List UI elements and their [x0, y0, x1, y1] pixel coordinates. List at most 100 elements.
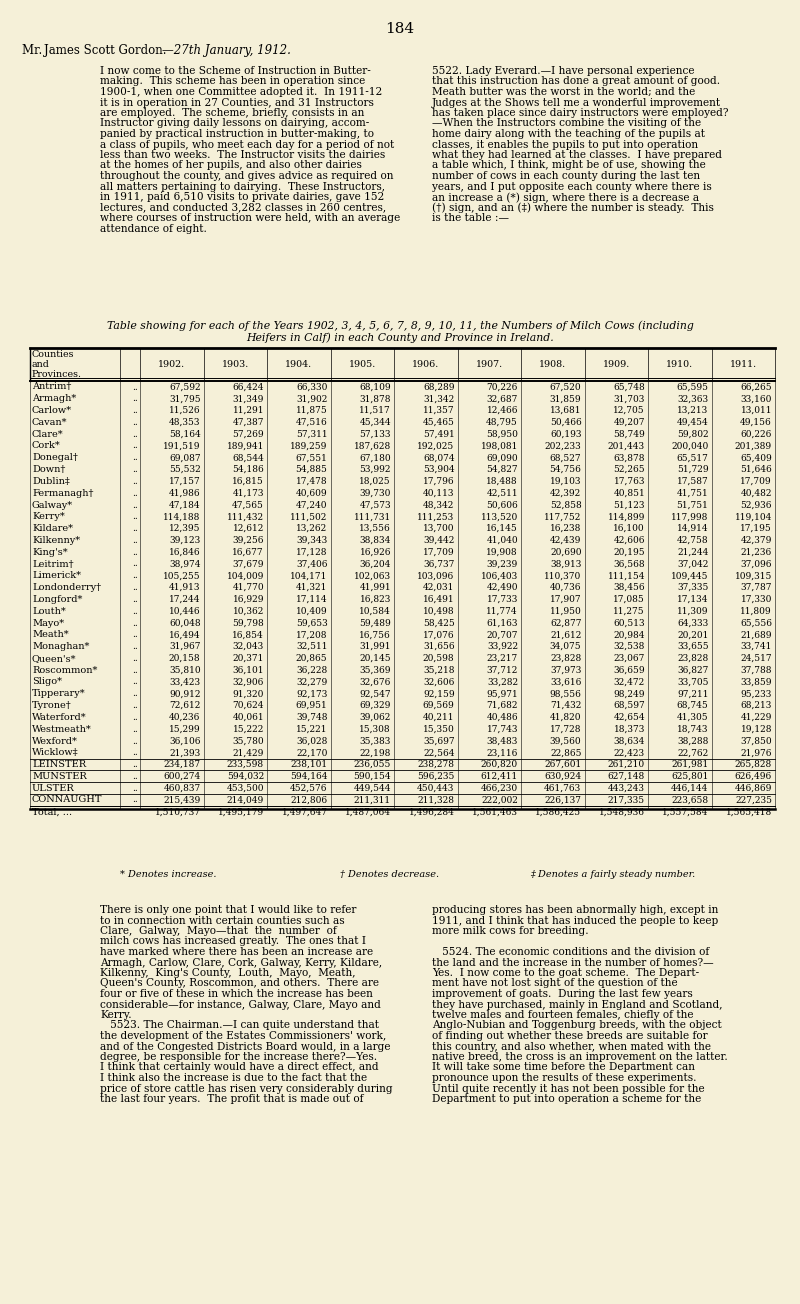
Text: price of store cattle has risen very considerably during: price of store cattle has risen very con… — [100, 1084, 393, 1094]
Text: the last four years.  The profit that is made out of: the last four years. The profit that is … — [100, 1094, 363, 1104]
Text: 41,305: 41,305 — [677, 713, 709, 722]
Text: 36,028: 36,028 — [296, 737, 327, 746]
Text: Mr.: Mr. — [22, 44, 46, 57]
Text: 24,517: 24,517 — [740, 653, 772, 662]
Text: 37,335: 37,335 — [677, 583, 709, 592]
Text: 1902.: 1902. — [158, 360, 186, 369]
Text: 95,233: 95,233 — [741, 690, 772, 699]
Text: 67,180: 67,180 — [359, 454, 391, 463]
Text: 594,032: 594,032 — [226, 772, 264, 781]
Text: 13,262: 13,262 — [296, 524, 327, 533]
Text: 111,731: 111,731 — [354, 512, 391, 522]
Text: ..: .. — [132, 595, 138, 604]
Text: 16,494: 16,494 — [169, 630, 201, 639]
Text: 38,974: 38,974 — [169, 559, 201, 569]
Text: 38,834: 38,834 — [360, 536, 391, 545]
Text: 52,858: 52,858 — [550, 501, 582, 510]
Text: 17,728: 17,728 — [550, 725, 582, 734]
Text: 104,171: 104,171 — [290, 571, 327, 580]
Text: 20,598: 20,598 — [423, 653, 454, 662]
Text: making.  This scheme has been in operation since: making. This scheme has been in operatio… — [100, 77, 366, 86]
Text: 111,253: 111,253 — [418, 512, 454, 522]
Text: 42,490: 42,490 — [486, 583, 518, 592]
Text: 1,510,737: 1,510,737 — [154, 807, 201, 816]
Text: Provinces.: Provinces. — [32, 370, 82, 379]
Text: ..: .. — [132, 524, 138, 533]
Text: James Scott Gordon.: James Scott Gordon. — [44, 44, 166, 57]
Text: 16,491: 16,491 — [423, 595, 454, 604]
Text: what they had learned at the classes.  I have prepared: what they had learned at the classes. I … — [432, 150, 722, 160]
Text: 119,104: 119,104 — [734, 512, 772, 522]
Text: 57,311: 57,311 — [296, 430, 327, 438]
Text: 42,511: 42,511 — [486, 489, 518, 498]
Text: 40,486: 40,486 — [486, 713, 518, 722]
Text: 260,820: 260,820 — [481, 760, 518, 769]
Text: 238,278: 238,278 — [418, 760, 454, 769]
Text: 35,218: 35,218 — [423, 666, 454, 674]
Text: an increase a (*) sign, where there is a decrease a: an increase a (*) sign, where there is a… — [432, 192, 699, 202]
Text: ..: .. — [132, 784, 138, 793]
Text: King's*: King's* — [32, 548, 68, 557]
Text: 189,941: 189,941 — [226, 442, 264, 450]
Text: Longford*: Longford* — [32, 595, 82, 604]
Text: 460,837: 460,837 — [163, 784, 201, 793]
Text: 17,114: 17,114 — [296, 595, 327, 604]
Text: 11,517: 11,517 — [359, 406, 391, 415]
Text: 53,904: 53,904 — [423, 466, 454, 475]
Text: 109,315: 109,315 — [734, 571, 772, 580]
Text: 17,709: 17,709 — [740, 477, 772, 486]
Text: 189,259: 189,259 — [290, 442, 327, 450]
Text: in 1911, paid 6,510 visits to private dairies, gave 152: in 1911, paid 6,510 visits to private da… — [100, 192, 384, 202]
Text: a class of pupils, who meet each day for a period of not: a class of pupils, who meet each day for… — [100, 140, 394, 150]
Text: 67,592: 67,592 — [169, 382, 201, 391]
Text: 17,085: 17,085 — [614, 595, 645, 604]
Text: 16,238: 16,238 — [550, 524, 582, 533]
Text: 62,877: 62,877 — [550, 618, 582, 627]
Text: 214,049: 214,049 — [226, 795, 264, 805]
Text: ‡ Denotes a fairly steady number.: ‡ Denotes a fairly steady number. — [530, 870, 695, 879]
Text: 11,526: 11,526 — [169, 406, 201, 415]
Text: degree, be responsible for the increase there?—Yes.: degree, be responsible for the increase … — [100, 1052, 377, 1061]
Text: 39,343: 39,343 — [296, 536, 327, 545]
Text: 1908.: 1908. — [539, 360, 566, 369]
Text: 98,556: 98,556 — [550, 690, 582, 699]
Text: 57,133: 57,133 — [359, 430, 391, 438]
Text: 223,658: 223,658 — [671, 795, 709, 805]
Text: 67,551: 67,551 — [296, 454, 327, 463]
Text: 10,409: 10,409 — [296, 606, 327, 615]
Text: 31,795: 31,795 — [169, 394, 201, 403]
Text: 54,186: 54,186 — [232, 466, 264, 475]
Text: 449,544: 449,544 — [354, 784, 391, 793]
Text: 58,950: 58,950 — [486, 430, 518, 438]
Text: 1,487,064: 1,487,064 — [345, 807, 391, 816]
Text: 20,371: 20,371 — [233, 653, 264, 662]
Text: 54,827: 54,827 — [486, 466, 518, 475]
Text: 68,527: 68,527 — [550, 454, 582, 463]
Text: 35,383: 35,383 — [360, 737, 391, 746]
Text: 31,878: 31,878 — [359, 394, 391, 403]
Text: 202,233: 202,233 — [545, 442, 582, 450]
Text: ..: .. — [132, 702, 138, 711]
Text: 5524. The economic conditions and the division of: 5524. The economic conditions and the di… — [432, 947, 710, 957]
Text: CONNAUGHT: CONNAUGHT — [32, 795, 102, 805]
Text: 42,031: 42,031 — [423, 583, 454, 592]
Text: Carlow*: Carlow* — [32, 406, 72, 415]
Text: Kerry*: Kerry* — [32, 512, 65, 522]
Text: 31,991: 31,991 — [359, 642, 391, 651]
Text: 21,244: 21,244 — [677, 548, 709, 557]
Text: 13,011: 13,011 — [741, 406, 772, 415]
Text: Donegal†: Donegal† — [32, 454, 78, 463]
Text: Judges at the Shows tell me a wonderful improvement: Judges at the Shows tell me a wonderful … — [432, 98, 721, 107]
Text: 10,498: 10,498 — [423, 606, 454, 615]
Text: ..: .. — [132, 489, 138, 498]
Text: 64,333: 64,333 — [678, 618, 709, 627]
Text: It will take some time before the Department can: It will take some time before the Depart… — [432, 1063, 695, 1072]
Text: Dublin‡: Dublin‡ — [32, 477, 70, 486]
Text: ..: .. — [132, 772, 138, 781]
Text: ..: .. — [132, 442, 138, 450]
Text: 17,195: 17,195 — [740, 524, 772, 533]
Text: and of the Congested Districts Board would, in a large: and of the Congested Districts Board wou… — [100, 1042, 390, 1051]
Text: 16,929: 16,929 — [233, 595, 264, 604]
Text: 1,495,179: 1,495,179 — [218, 807, 264, 816]
Text: 20,707: 20,707 — [486, 630, 518, 639]
